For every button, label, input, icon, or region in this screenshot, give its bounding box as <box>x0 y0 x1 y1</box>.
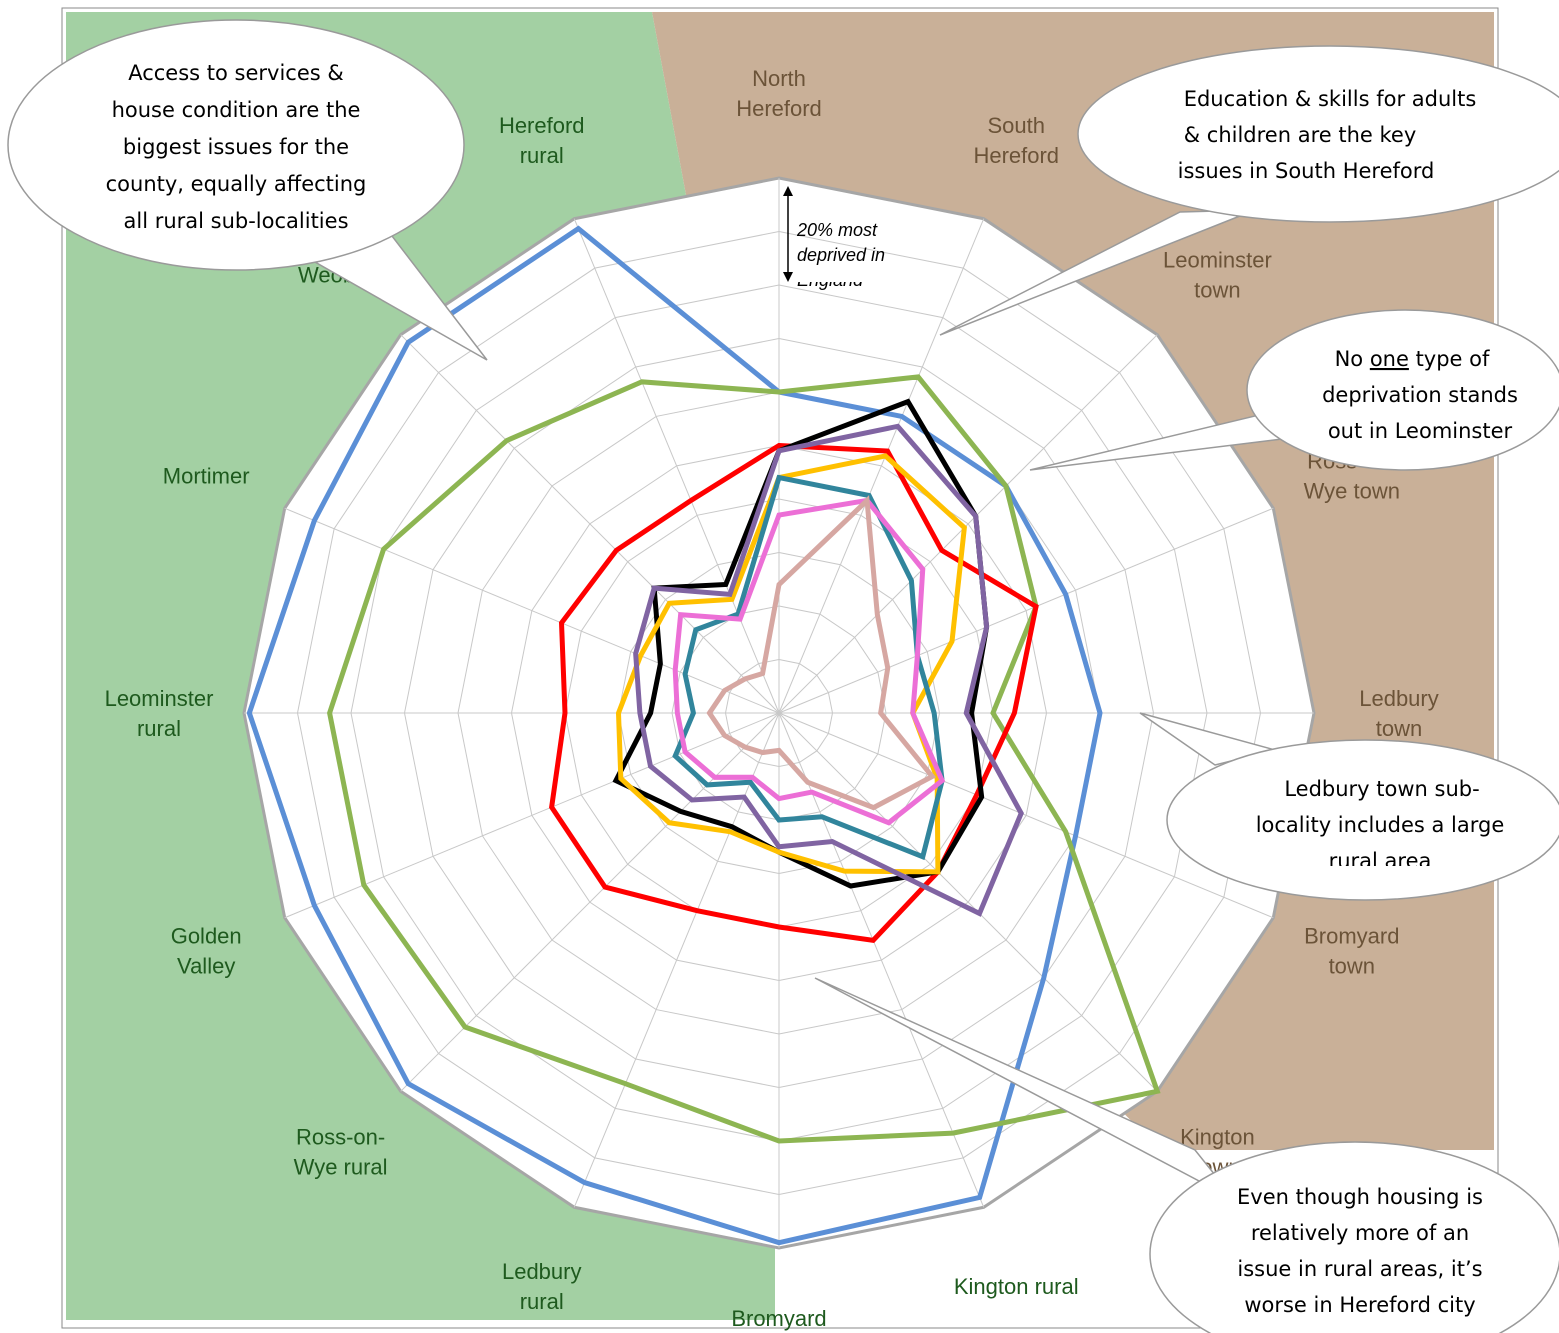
axis-label-2-line-2: Hereford <box>973 143 1059 168</box>
callout-ledbury-line-2: locality includes a large <box>1256 813 1505 837</box>
axis-label-11-line-1: Ross-on- <box>296 1124 385 1149</box>
axis-label-8-line-1: Kington rural <box>954 1274 1079 1299</box>
axis-label-5-line-1: Ledbury <box>1359 686 1439 711</box>
axis-label-13-line-1: Leominster <box>105 686 214 711</box>
series-line-1 <box>246 225 1103 1246</box>
axis-label-1-line-1: North <box>752 66 806 91</box>
axis-label-2-line-1: South <box>988 113 1046 138</box>
callout-services-line-2: house condition are the <box>112 98 361 122</box>
radar-spoke-4 <box>778 507 1274 714</box>
axis-label-6-line-1: Bromyard <box>1304 923 1399 948</box>
callout-leominster-line-2: deprivation stands <box>1322 383 1518 407</box>
axis-label-5-line-2: town <box>1376 716 1422 741</box>
axis-label-16-line-1: Hereford <box>499 113 585 138</box>
axis-label-2: South Hereford <box>973 113 1059 168</box>
radar-spoke-8 <box>778 712 985 1208</box>
callout-education-line-3: issues in South Hereford <box>1178 159 1435 183</box>
callout-ledbury-line-1: Ledbury town sub- <box>1284 777 1479 801</box>
radar-spoke-2 <box>778 218 985 714</box>
axis-label-10: Ledbury rural <box>502 1259 582 1314</box>
series-group <box>246 225 1161 1246</box>
series-line-5 <box>615 453 967 875</box>
callout-ledbury-mask <box>1300 866 1460 880</box>
axis-label-6: Bromyard town <box>1304 923 1399 978</box>
series-line-8 <box>672 497 946 826</box>
axis-label-13-line-2: rural <box>137 716 181 741</box>
callout-leominster: No one type of deprivation stands out in… <box>1029 309 1559 471</box>
axis-label-16: Hereford rural <box>499 113 585 168</box>
callout-leominster-line-1: No one type of <box>1335 347 1490 371</box>
axis-label-12: Golden Valley <box>171 923 242 978</box>
callout-services-line-3: biggest issues for the <box>123 135 349 159</box>
callout-education-line-1: Education & skills for adults <box>1184 87 1477 111</box>
series-line-9 <box>706 495 937 811</box>
radar-spoke-12 <box>284 712 780 919</box>
callout-housing-line-4: worse in Hereford city <box>1244 1293 1475 1317</box>
callout-education: Education & skills for adults & children… <box>939 45 1559 336</box>
callout-ledbury: Ledbury town sub- locality includes a la… <box>1139 712 1559 901</box>
radar-spoke-3 <box>778 334 1158 714</box>
axis-label-16-line-2: rural <box>520 143 564 168</box>
axis-label-4-line-2: Wye town <box>1304 479 1400 504</box>
axis-label-14-line-1: Mortimer <box>163 464 250 489</box>
callout-housing: Even though housing is relatively more o… <box>814 977 1559 1333</box>
callout-services-bubble <box>7 19 465 271</box>
series-line-7 <box>672 474 945 861</box>
radar-spoke-15 <box>400 334 780 714</box>
axis-label-9-line-1: Bromyard <box>731 1306 826 1331</box>
axis-label-1-line-2: Hereford <box>736 96 822 121</box>
callout-housing-line-2: relatively more of an <box>1251 1221 1469 1245</box>
series-line-3 <box>549 442 1039 944</box>
callout-housing-bubble <box>1149 1141 1559 1333</box>
axis-label-10-line-2: rural <box>520 1289 564 1314</box>
axis-label-3-line-2: town <box>1194 278 1240 303</box>
axis-label-6-line-2: town <box>1329 953 1375 978</box>
axis-label-13: Leominster rural <box>105 686 214 741</box>
axis-label-1: North Hereford <box>736 66 822 121</box>
axis-label-7-line-1: Kington <box>1180 1124 1255 1149</box>
radar-spoke-7 <box>778 712 1158 1092</box>
callout-housing-line-3: issue in rural areas, it’s <box>1237 1257 1482 1281</box>
callout-education-line-2: & children are the key <box>1184 123 1417 147</box>
callout-ledbury-bubble <box>1166 739 1559 901</box>
series-line-6 <box>633 423 1024 917</box>
axis-label-10-line-1: Ledbury <box>502 1259 582 1284</box>
axis-label-12-line-1: Golden <box>171 923 242 948</box>
series-line-2 <box>327 374 1161 1144</box>
note-line-2: deprived in <box>797 245 885 265</box>
note-arrow-head-bottom <box>783 272 793 282</box>
note-line-1: 20% most <box>796 220 878 240</box>
axis-label-8: Kington rural <box>954 1274 1079 1299</box>
axis-label-14: Mortimer <box>163 464 250 489</box>
axis-label-5: Ledbury town <box>1359 686 1439 741</box>
callout-services-line-5: all rural sub-localities <box>123 209 348 233</box>
radar-spoke-16 <box>573 218 780 714</box>
callout-housing-line-1: Even though housing is <box>1237 1185 1483 1209</box>
callout-leominster-line-3: out in Leominster <box>1328 419 1513 443</box>
axis-label-9: Bromyardrural <box>731 1306 826 1333</box>
callout-education-bubble <box>1077 45 1559 223</box>
radar-spoke-14 <box>284 507 780 714</box>
axis-label-11-line-2: Wye rural <box>294 1154 388 1179</box>
note-mask <box>795 270 925 282</box>
radar-spoke-6 <box>778 712 1274 919</box>
callout-services: Access to services & house condition are… <box>7 19 488 361</box>
deprivation-note: 20% most deprived in England <box>783 186 925 290</box>
axis-label-3: Leominster town <box>1163 248 1272 303</box>
axis-label-3-line-1: Leominster <box>1163 248 1272 273</box>
note-arrow-head-top <box>783 186 793 196</box>
callout-services-line-4: county, equally affecting <box>106 172 367 196</box>
callout-leominster-bubble <box>1246 309 1559 471</box>
callout-services-line-1: Access to services & <box>128 61 344 85</box>
axis-label-12-line-2: Valley <box>177 953 235 978</box>
axis-label-11: Ross-on- Wye rural <box>294 1124 388 1179</box>
